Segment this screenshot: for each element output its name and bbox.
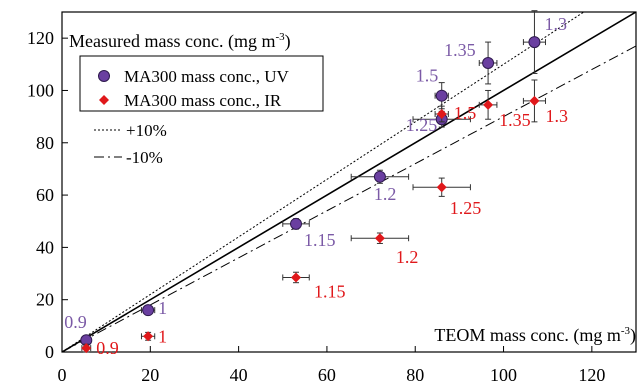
point-label: 1.5 xyxy=(454,103,477,123)
line-legend: +10% -10% xyxy=(94,121,167,167)
point-label: 1.5 xyxy=(416,66,439,86)
point-label: 1 xyxy=(158,298,167,318)
y-tick-label: 40 xyxy=(36,237,54,257)
y-axis-label: Measured mass conc. (mg m-3) xyxy=(69,31,291,52)
point-label: 1.35 xyxy=(444,40,476,60)
legend-plus10-label: +10% xyxy=(126,121,167,140)
uv-point xyxy=(482,57,495,69)
ir-point xyxy=(143,331,154,342)
point-label: 1.35 xyxy=(499,110,530,130)
legend-ir-label: MA300 mass conc., IR xyxy=(124,91,282,110)
uv-point xyxy=(528,36,541,49)
point-label: 0.9 xyxy=(64,312,87,332)
x-tick-label: 20 xyxy=(141,365,159,384)
uv-point xyxy=(373,170,386,183)
ir-point xyxy=(291,272,302,283)
y-tick-label: 20 xyxy=(36,290,54,310)
legend-uv-label: MA300 mass conc., UV xyxy=(124,67,290,86)
legend-ir-marker xyxy=(99,95,109,105)
uv-point xyxy=(435,89,448,102)
point-label: 1.25 xyxy=(450,198,482,218)
y-tick-label: 60 xyxy=(36,185,54,205)
point-label: 0.9 xyxy=(96,338,119,358)
reference-lines xyxy=(62,12,636,352)
point-label: 1.3 xyxy=(544,14,567,34)
ir-point xyxy=(483,99,494,110)
uv-point xyxy=(290,217,303,230)
reference-line xyxy=(62,12,585,352)
x-tick-label: 100 xyxy=(490,365,517,384)
point-label: 1 xyxy=(158,326,167,346)
ir-point xyxy=(529,95,540,106)
point-label: 1.3 xyxy=(545,106,568,126)
point-label: 1.15 xyxy=(314,281,346,301)
point-label: 1.2 xyxy=(396,247,419,267)
x-tick-label: 60 xyxy=(318,365,336,384)
data-series: 0.911.151.21.251.51.351.30.911.151.21.25… xyxy=(64,10,568,358)
x-tick-label: 120 xyxy=(578,365,605,384)
x-tick-label: 40 xyxy=(230,365,248,384)
point-label: 1.25 xyxy=(406,115,438,135)
reference-line xyxy=(62,45,636,352)
legend: MA300 mass conc., UV MA300 mass conc., I… xyxy=(79,55,324,112)
y-tick-label: 100 xyxy=(27,80,54,100)
point-label: 1.2 xyxy=(374,184,397,204)
point-label: 1.15 xyxy=(304,230,336,250)
x-axis-label: TEOM mass conc. (mg m-3) xyxy=(434,325,636,346)
series-uv: 0.911.151.21.251.51.351.3 xyxy=(64,10,567,347)
ir-point xyxy=(374,233,385,244)
axes: 0 20 40 60 80 100 120 0 20 40 60 80 100 120 xyxy=(27,11,637,384)
series-ir: 0.9 1 1.15 1.2 1.25 1.5 1.35 1.3 xyxy=(81,79,568,358)
y-tick-label: 120 xyxy=(27,28,54,48)
x-tick-label: 80 xyxy=(406,365,424,384)
uv-point xyxy=(142,304,155,317)
ir-point xyxy=(436,182,447,193)
x-tick-label: 0 xyxy=(58,365,67,384)
plot-frame xyxy=(61,11,637,353)
y-tick-label: 80 xyxy=(36,133,54,153)
ir-point xyxy=(436,109,447,119)
y-tick-label: 0 xyxy=(45,342,54,362)
reference-line xyxy=(62,12,636,352)
legend-uv-marker xyxy=(98,70,110,82)
ir-point xyxy=(81,343,92,354)
legend-box xyxy=(79,55,324,112)
legend-minus10-label: -10% xyxy=(126,148,163,167)
